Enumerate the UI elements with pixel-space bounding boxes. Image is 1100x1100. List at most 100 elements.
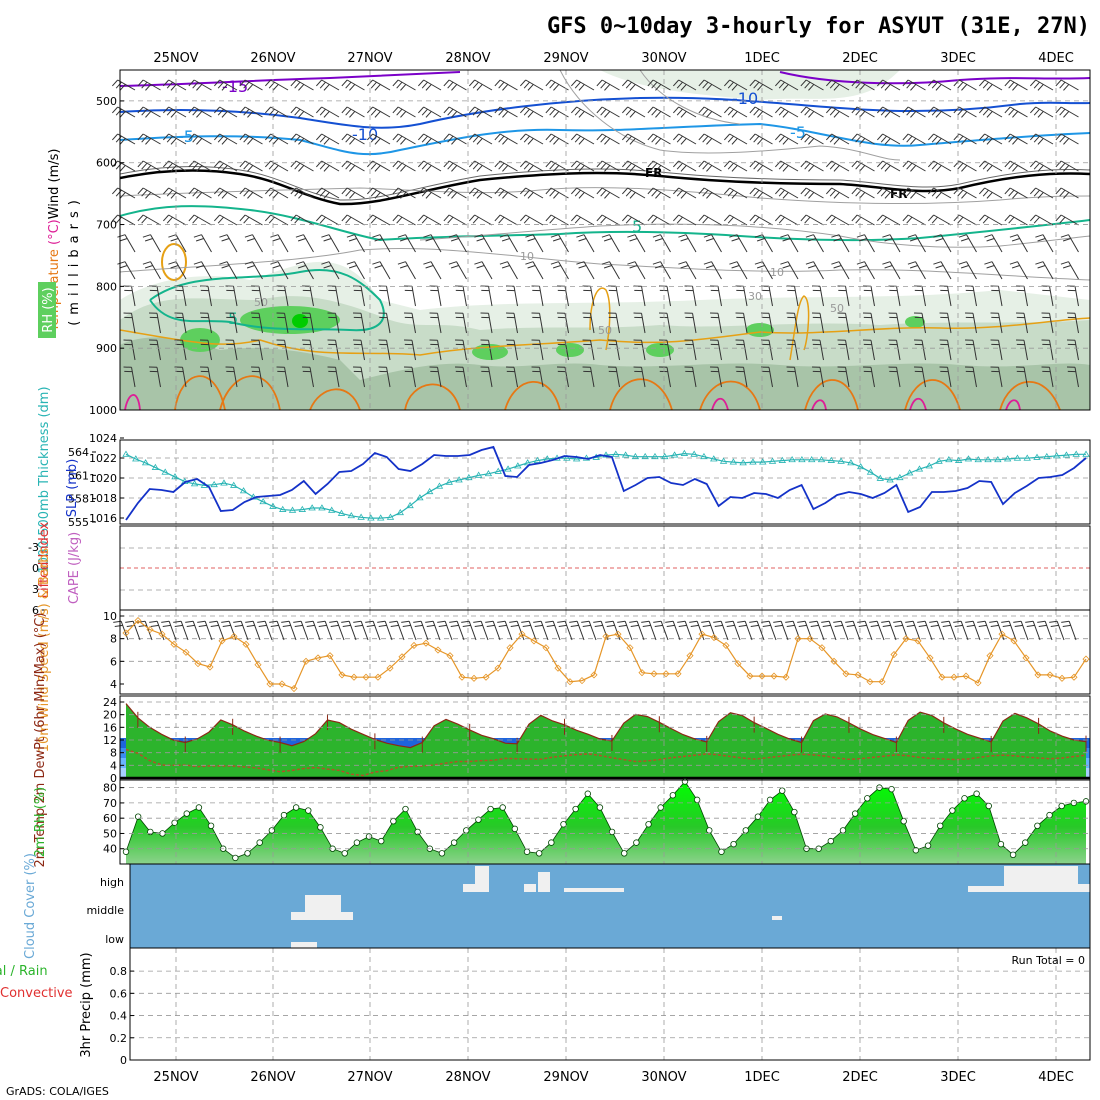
upper-wind-barb [805,79,824,91]
upper-wind-barb-feather [527,165,534,172]
upper-wind-barb [896,340,901,361]
upper-wind-barb-feather [1009,234,1018,238]
upper-wind-barb-feather [298,165,305,172]
upper-wind-barb-feather [807,238,816,242]
upper-wind-barb-feather [570,133,578,141]
rh-marker [961,795,968,802]
upper-wind-barb-feather [1012,192,1019,199]
upper-wind-barb [270,133,289,145]
upper-wind-barb [678,187,697,199]
upper-wind-barb [207,340,212,361]
upper-wind-barb-feather [723,214,731,222]
upper-wind-barb-feather [931,81,938,89]
rh-marker [365,833,373,840]
upper-wind-barb [907,133,926,145]
wind-speed-marker [458,673,466,681]
wind-speed-marker [434,646,442,654]
upper-wind-barb-feather [168,261,177,265]
surface-wind-barb [660,621,669,641]
upper-wind-barb-feather [295,261,304,265]
upper-wind-barb-feather [757,138,764,145]
upper-wind-barb-feather [272,192,279,199]
thickness-marker [710,455,718,462]
upper-wind-barb [539,313,544,334]
upper-wind-barb-feather [927,160,935,168]
rh-marker [256,839,263,846]
upper-wind-barb-feather [494,214,501,222]
upper-wind-barb-feather [115,108,122,116]
thickness-marker [132,455,140,462]
upper-wind-barb-feather [957,162,964,170]
surface-wind-barb [528,621,537,641]
surface-wind-barb-feather [161,620,170,623]
upper-wind-barb-feather [753,81,760,89]
upper-wind-barb [940,234,952,253]
clear-patch [463,884,475,892]
upper-wind-barb [397,106,416,118]
surface-wind-barb-feather [282,624,291,627]
slp-frame [119,439,1091,525]
tick-label: 1024 [89,432,117,445]
upper-wind-barb-feather [906,162,913,170]
upper-wind-barb-feather [604,165,611,172]
upper-wind-barb [309,367,314,388]
upper-wind-barb [831,214,850,226]
upper-wind-barb-feather [778,162,785,170]
upper-wind-barb [244,133,263,145]
upper-wind-barb-feather [754,261,763,265]
upper-wind-barb [507,234,518,253]
surface-wind-barb-feather [857,620,866,623]
temp-ylabel: 2m Temp 2m DewPt (6hr Min/Max) (°C) [33,613,48,868]
upper-wind-barb [423,79,442,91]
date-label: 28NOV [445,51,490,66]
upper-wind-barb [907,187,926,199]
upper-wind-barb-feather [906,108,913,116]
upper-wind-barb-feather [425,238,434,242]
rh-marker [596,804,604,811]
upper-wind-barb-feather [552,238,561,242]
upper-wind-barb [601,79,620,91]
surface-wind-barb-feather [677,620,686,623]
upper-wind-barb-feather [1062,265,1071,269]
thickness-marker [474,471,483,478]
rh-marker [924,842,932,849]
wind-speed-marker [422,639,430,647]
upper-wind-barb [609,261,620,280]
upper-wind-barb [998,313,1003,334]
upper-wind-barb-feather [986,265,995,269]
upper-wind-barb-feather [927,106,935,114]
upper-wind-barb [703,133,722,145]
thickness-marker [288,506,297,513]
upper-wind-barb-feather [115,189,122,197]
surface-wind-barb [648,621,657,641]
upper-wind-barb [201,261,212,280]
thickness-marker [817,456,826,463]
upper-wind-barb-feather [476,111,483,118]
thickness-marker [1023,454,1031,461]
upper-wind-barb-feather [1029,79,1037,87]
surface-wind-barb-feather [629,620,638,623]
upper-wind-barb [525,214,544,226]
upper-wind-barb-feather [655,111,662,118]
upper-wind-barb [652,106,671,118]
upper-wind-barb-feather [1059,216,1066,224]
wind-speed-marker [758,672,766,680]
upper-wind-barb [692,313,697,334]
wind-speed-marker [686,652,694,660]
upper-wind-barb-feather [884,165,891,172]
surface-wind-barb-feather [162,624,171,627]
wind-frame [119,609,1091,695]
upper-wind-barb-feather [195,265,204,269]
wind-speed-marker [710,633,718,642]
upper-wind-barb-feather [982,81,989,89]
surface-wind-barb-feather [846,624,855,627]
surface-wind-barb-feather [257,620,266,623]
wind-speed-marker [230,632,238,640]
upper-wind-barb-feather [986,84,993,91]
upper-wind-barb [481,234,493,253]
upper-wind-barb [131,286,136,307]
surface-wind-barb-feather [702,624,711,627]
upper-wind-barb-feather [196,138,203,145]
upper-wind-barb-feather [723,187,731,195]
